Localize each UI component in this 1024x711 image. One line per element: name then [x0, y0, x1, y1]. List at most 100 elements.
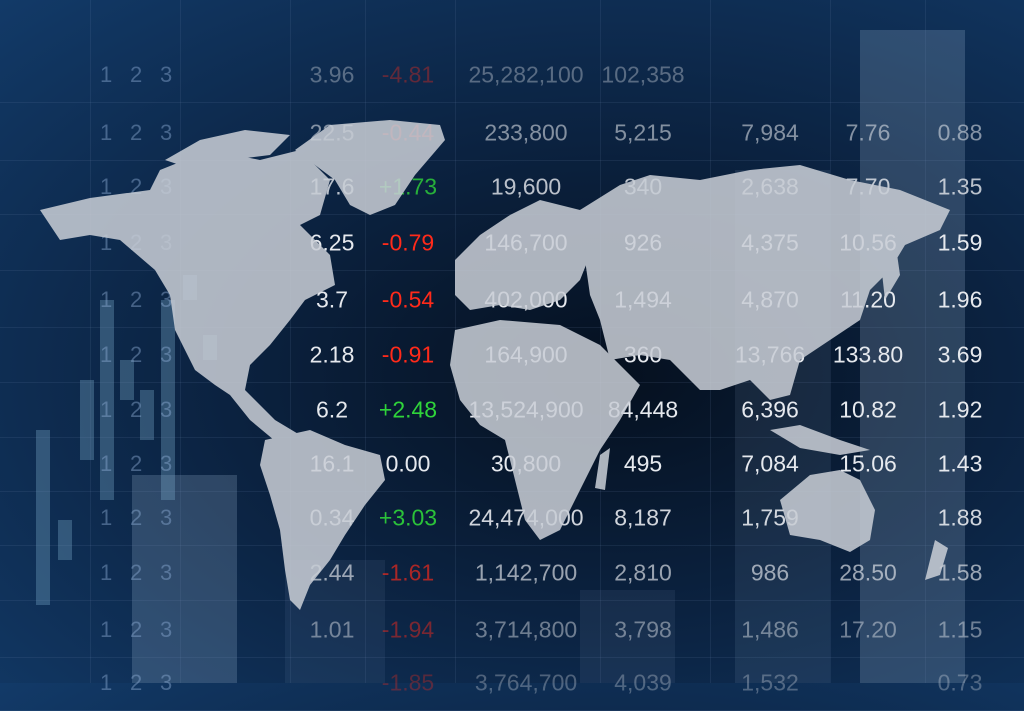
table-cell: 6,396 — [741, 396, 799, 423]
table-cell: 1,486 — [741, 616, 799, 643]
index-cell: 1 — [100, 62, 113, 87]
candlestick — [80, 380, 94, 460]
world-map — [40, 120, 950, 610]
table-cell: 2,810 — [614, 559, 672, 586]
bar — [132, 475, 237, 683]
table-cell: -4.81 — [381, 61, 435, 88]
index-cell: 3 — [160, 617, 173, 642]
table-cell: 1.59 — [937, 229, 983, 256]
index-cell: 2 — [130, 560, 143, 585]
table-cell: +2.48 — [378, 396, 438, 423]
table-cell: 1.15 — [937, 616, 983, 643]
table-cell: 1.92 — [937, 396, 983, 423]
index-cell: 2 — [130, 451, 143, 476]
index-cell: 1 — [100, 505, 113, 530]
candlestick — [161, 300, 175, 500]
grid-line — [0, 545, 1024, 546]
table-cell: 3.96 — [309, 61, 355, 88]
south-america — [260, 430, 385, 610]
index-cell: 2 — [130, 505, 143, 530]
index-cell: 1 — [100, 560, 113, 585]
grid-line — [0, 657, 1024, 658]
grid-line — [0, 102, 1024, 103]
index-cell: 3 — [160, 397, 173, 422]
bar — [580, 590, 675, 683]
table-cell: 495 — [623, 450, 663, 477]
greenland — [295, 120, 445, 215]
candlestick — [100, 300, 114, 500]
index-cell: 1 — [100, 287, 113, 312]
index-cell: 1 — [100, 397, 113, 422]
table-cell: 7,984 — [741, 119, 799, 146]
index-cell: 2 — [130, 342, 143, 367]
index-cell: 3 — [160, 120, 173, 145]
index-cell: 1 — [100, 120, 113, 145]
table-cell: -0.54 — [381, 286, 435, 313]
table-cell: 8,187 — [614, 504, 672, 531]
grid-line — [90, 0, 91, 683]
index-cell: 3 — [160, 451, 173, 476]
index-cell: 3 — [160, 342, 173, 367]
table-cell: 0.88 — [937, 119, 983, 146]
table-cell: 7,084 — [741, 450, 799, 477]
africa — [450, 320, 640, 540]
index-cell: 2 — [130, 617, 143, 642]
table-cell: 1.96 — [937, 286, 983, 313]
table-cell: 15.06 — [839, 450, 897, 477]
canadian-islands — [165, 130, 290, 170]
candlestick-chart — [36, 275, 217, 605]
table-cell: 25,282,100 — [468, 61, 584, 88]
asia — [580, 165, 950, 400]
japan — [880, 240, 900, 300]
madagascar — [595, 448, 610, 490]
grid-line — [365, 0, 366, 683]
north-america — [40, 150, 335, 450]
index-cell: 3 — [160, 62, 173, 87]
index-cell: 1 — [100, 174, 113, 199]
table-cell: 5,215 — [614, 119, 672, 146]
table-cell: 1,142,700 — [474, 559, 578, 586]
table-cell: -1.94 — [381, 616, 435, 643]
table-cell: 28.50 — [839, 559, 897, 586]
grid-line — [0, 160, 1024, 161]
candlestick — [58, 520, 72, 560]
table-cell: 1.58 — [937, 559, 983, 586]
index-cell: 3 — [160, 505, 173, 530]
southeast-asia-islands — [770, 425, 870, 455]
candlestick — [140, 390, 154, 440]
index-cell: 2 — [130, 62, 143, 87]
table-cell: -1.61 — [381, 559, 435, 586]
table-cell: 1.35 — [937, 173, 983, 200]
table-cell: +3.03 — [378, 504, 438, 531]
table-cell: 1.43 — [937, 450, 983, 477]
index-cell: 2 — [130, 397, 143, 422]
table-cell: 19,600 — [490, 173, 562, 200]
table-cell: 0.00 — [385, 450, 431, 477]
grid-line — [0, 600, 1024, 601]
grid-line — [180, 0, 181, 683]
table-cell: -0.91 — [381, 341, 435, 368]
grid-line — [290, 0, 291, 683]
index-cell: 2 — [130, 287, 143, 312]
table-cell: 10.82 — [839, 396, 897, 423]
table-cell: 7.76 — [845, 119, 891, 146]
table-cell: 986 — [750, 559, 790, 586]
europe — [455, 200, 600, 310]
table-cell: 3,798 — [614, 616, 672, 643]
table-cell: 6.2 — [316, 396, 348, 423]
grid-line — [830, 0, 831, 683]
grid-line — [600, 0, 601, 683]
index-cell: 1 — [100, 617, 113, 642]
index-cell: 2 — [130, 120, 143, 145]
table-cell: 3,714,800 — [474, 616, 578, 643]
index-cell: 1 — [100, 451, 113, 476]
table-cell: -0.79 — [381, 229, 435, 256]
table-cell: 1.01 — [309, 616, 355, 643]
table-cell: 3.69 — [937, 341, 983, 368]
index-cell: 1 — [100, 342, 113, 367]
table-cell: 1.88 — [937, 504, 983, 531]
new-zealand — [925, 540, 948, 580]
index-cell: 3 — [160, 560, 173, 585]
grid-line — [0, 491, 1024, 492]
table-cell: 133.80 — [832, 341, 904, 368]
